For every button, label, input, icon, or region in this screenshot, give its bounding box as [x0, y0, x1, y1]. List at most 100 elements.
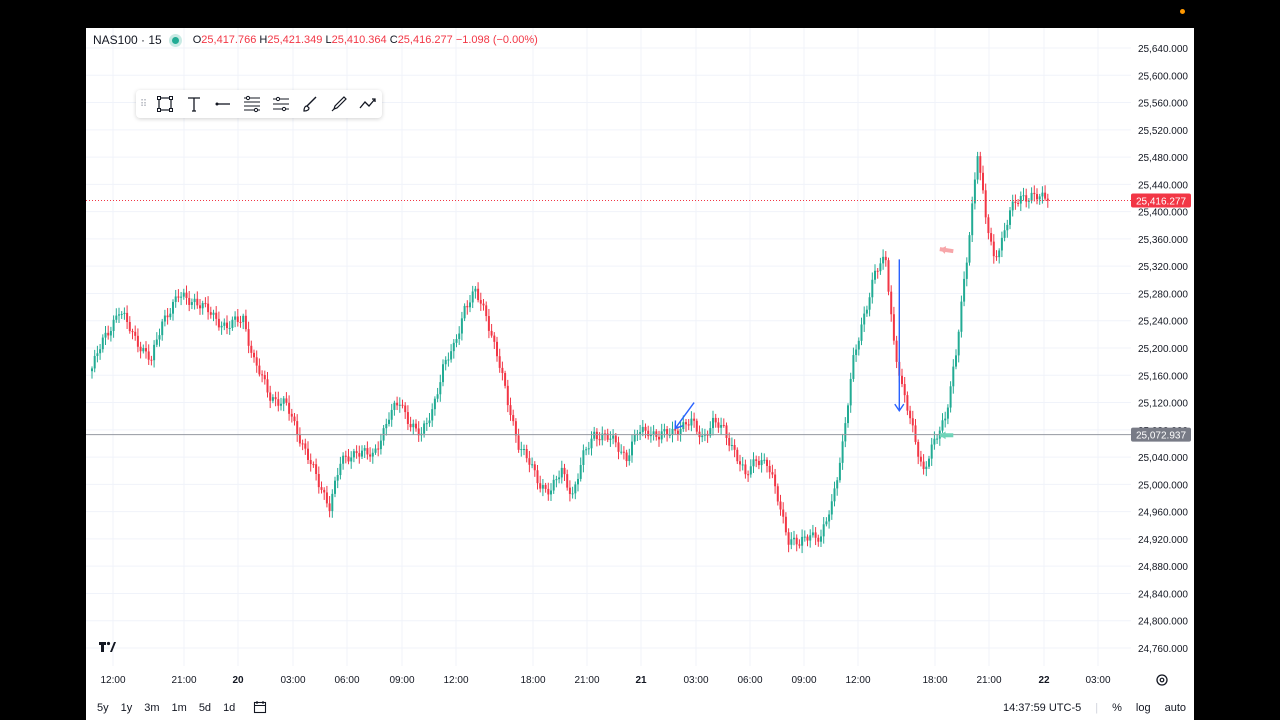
candle [523, 444, 525, 456]
range-1y-button[interactable]: 1y [120, 702, 133, 714]
time-axis[interactable]: 12:00 21:00 20 03:00 06:00 09:00 12:00 18:00 21:… [86, 666, 1194, 696]
auto-toggle[interactable]: auto [1164, 702, 1186, 714]
candle [895, 335, 898, 369]
fib-retracement-icon[interactable] [237, 90, 266, 118]
time-tick-label: 21:00 [976, 675, 1001, 686]
candle [234, 311, 237, 328]
pen-icon[interactable] [324, 90, 353, 118]
time-tick-label: 12:00 [845, 675, 870, 686]
candle [412, 419, 415, 435]
candle [601, 426, 604, 446]
candle [652, 425, 655, 441]
candle [836, 477, 839, 496]
candle [207, 296, 210, 320]
range-5y-button[interactable]: 5y [97, 702, 109, 714]
range-3m-button[interactable]: 3m [144, 702, 160, 714]
candle [695, 418, 698, 435]
candle [250, 340, 253, 358]
candle [590, 431, 593, 456]
open-value: 25,417.766 [201, 34, 257, 46]
candle [226, 315, 228, 335]
candle [361, 445, 363, 460]
candle [185, 285, 188, 305]
annotation-arrow[interactable] [939, 246, 954, 254]
price-axis-canvas[interactable]: 25,640.000 25,600.000 25,560.000 25,520.000… [1131, 28, 1194, 666]
candle [563, 463, 566, 481]
high-value: 25,421.349 [267, 34, 323, 46]
candle [817, 534, 820, 547]
candle [425, 417, 428, 431]
candle [555, 475, 558, 488]
chart-plot-area[interactable] [86, 28, 1131, 666]
candle [730, 437, 733, 451]
candle [736, 447, 739, 465]
annotation-arrow[interactable] [894, 259, 905, 412]
drawing-toolbar: ⠿ [136, 90, 382, 118]
candle [136, 328, 139, 353]
candle [952, 359, 955, 394]
candle [307, 441, 309, 464]
range-5d-button[interactable]: 5d [198, 702, 212, 714]
tradingview-logo-icon[interactable] [98, 640, 116, 654]
range-1m-button[interactable]: 1m [171, 702, 187, 714]
candle [825, 517, 828, 527]
candle [285, 392, 288, 406]
brush-icon[interactable] [295, 90, 324, 118]
candle [466, 300, 469, 315]
drag-handle-icon[interactable]: ⠿ [139, 98, 147, 110]
time-axis-canvas[interactable]: 12:00 21:00 20 03:00 06:00 09:00 12:00 18:00 21:… [86, 666, 1194, 696]
text-icon[interactable] [179, 90, 208, 118]
candle [190, 298, 193, 310]
candle [998, 248, 1001, 264]
candle [863, 306, 866, 332]
annotations [674, 246, 954, 440]
candle [946, 404, 949, 425]
candle [271, 394, 274, 404]
chart-canvas[interactable] [86, 28, 1131, 666]
range-1d-button[interactable]: 1d [223, 702, 236, 714]
candle [768, 460, 771, 479]
path-icon[interactable] [353, 90, 382, 118]
candle [633, 429, 636, 445]
current-price-badge: 25,416.277 [1131, 193, 1191, 208]
separator: | [1095, 702, 1099, 714]
percent-toggle[interactable]: % [1112, 702, 1122, 714]
candle [177, 289, 180, 303]
annotation-arrow[interactable] [939, 431, 954, 440]
clock-timezone[interactable]: 14:37:59 UTC-5 [1002, 702, 1082, 714]
log-toggle[interactable]: log [1135, 702, 1151, 714]
channel-icon[interactable] [266, 90, 295, 118]
line-icon[interactable] [208, 90, 237, 118]
goto-date-icon[interactable] [248, 700, 272, 717]
candle [941, 413, 944, 433]
candle [172, 299, 174, 321]
symbol-label[interactable]: NAS100 · 15 [93, 33, 162, 47]
change-value: −1.098 (−0.00%) [455, 34, 538, 46]
chart-window: NAS100 · 15 O 25,417.766 H 25,421.349 L 25,… [86, 28, 1194, 720]
candle [1017, 199, 1020, 207]
rectangle-icon[interactable] [150, 90, 179, 118]
annotation-arrow[interactable] [674, 402, 695, 430]
candle [520, 441, 523, 457]
candle [115, 308, 118, 323]
candle [155, 332, 158, 348]
candle [1046, 193, 1049, 208]
status-dot [1180, 9, 1185, 14]
low-label: L [325, 34, 332, 46]
candle [398, 397, 401, 413]
candle [641, 419, 644, 437]
candle [604, 429, 606, 441]
candle [1006, 219, 1009, 238]
settings-gear-icon[interactable] [1154, 672, 1170, 688]
candle [582, 444, 585, 473]
candle [706, 430, 709, 443]
candle [533, 461, 536, 477]
price-axis[interactable]: 25,640.000 25,600.000 25,560.000 25,520.000… [1131, 28, 1194, 666]
candle [261, 370, 264, 383]
candle [663, 423, 666, 438]
candle [614, 432, 617, 448]
candle [428, 412, 431, 427]
candle [379, 433, 382, 455]
candle [598, 432, 601, 446]
candle [393, 400, 396, 416]
